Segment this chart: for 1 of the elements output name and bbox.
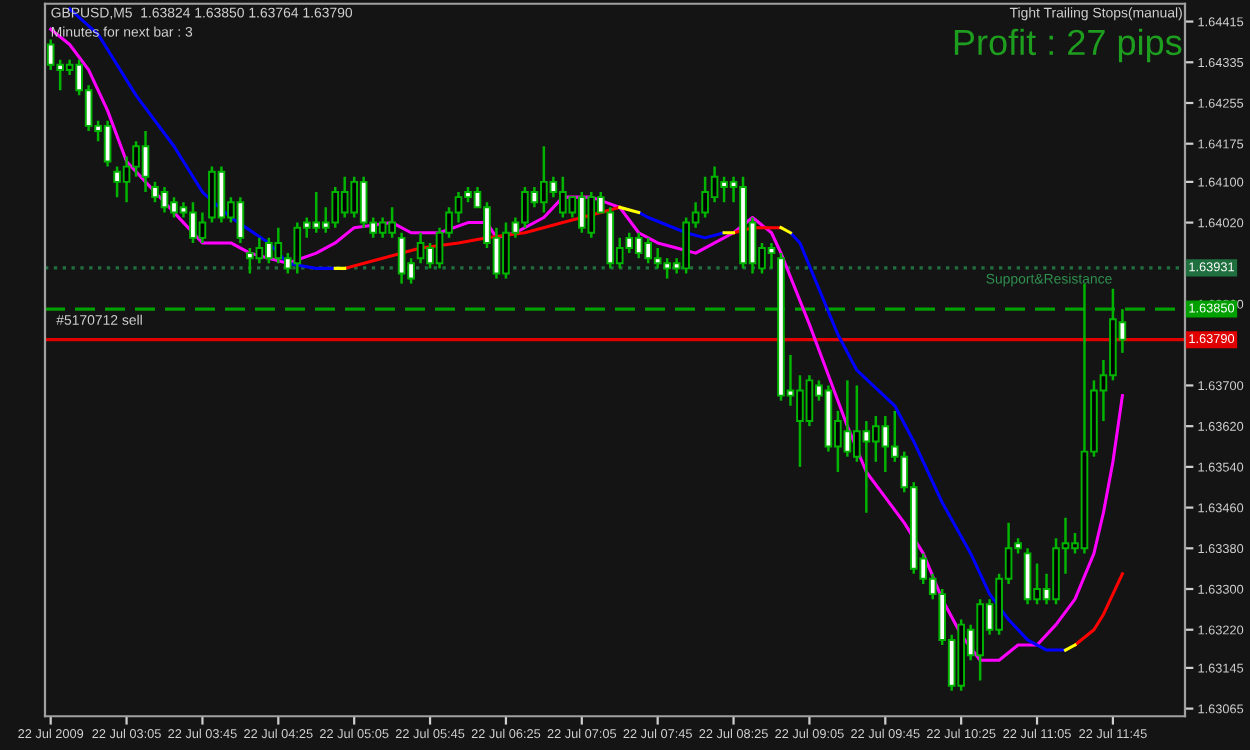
annotation: Profit : 27 pips bbox=[954, 28, 1182, 63]
